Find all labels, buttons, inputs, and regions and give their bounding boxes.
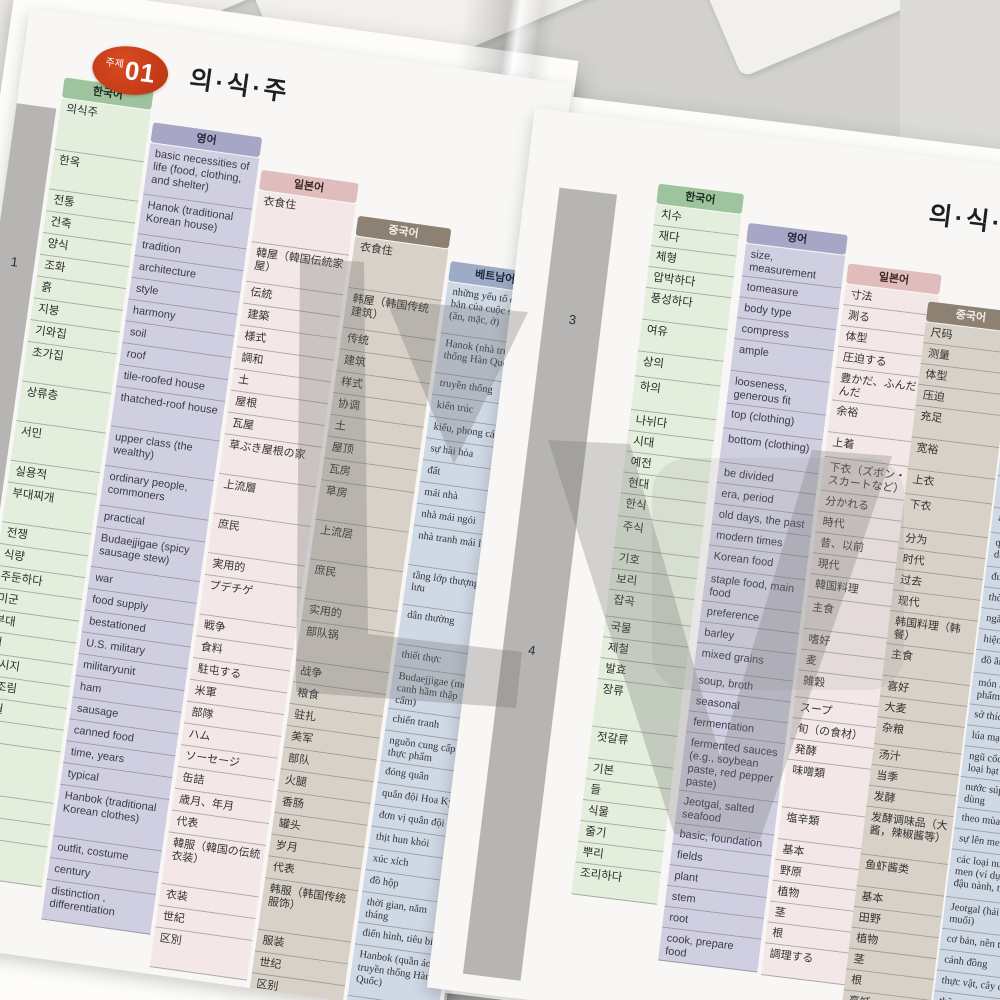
topic-badge-number: 01: [123, 54, 158, 89]
topic-badge-label: 주제: [104, 56, 125, 71]
